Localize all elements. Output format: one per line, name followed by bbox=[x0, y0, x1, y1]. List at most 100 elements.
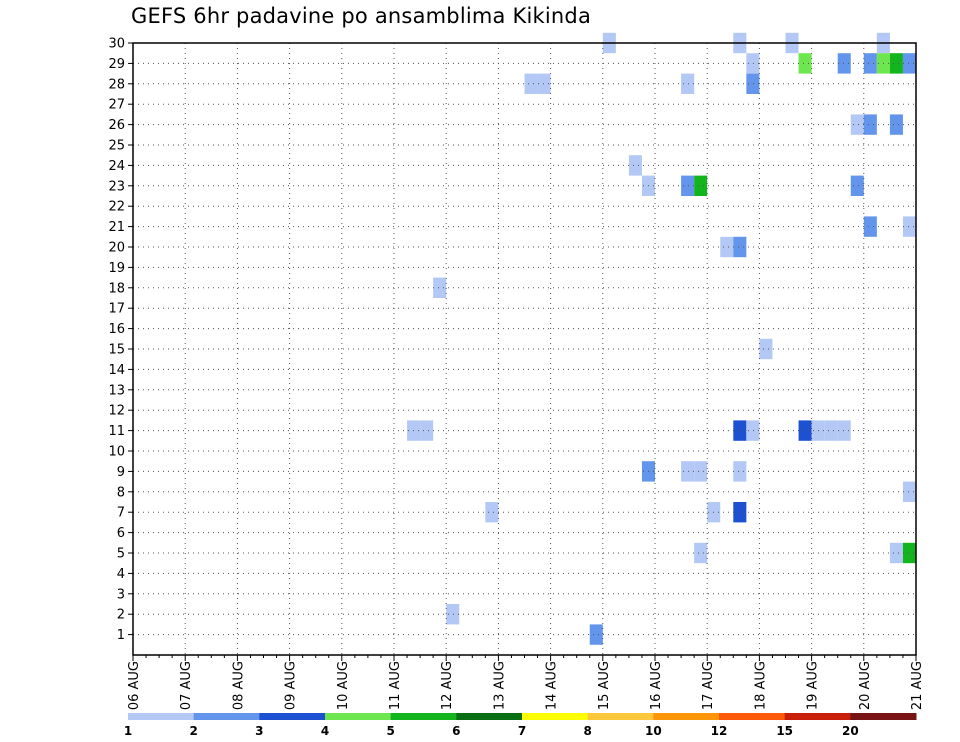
x-tick-label: 21 AUG bbox=[910, 661, 925, 710]
y-tick-label: 18 bbox=[108, 281, 125, 296]
colorbar-label: 12 bbox=[711, 724, 728, 738]
colorbar-label: 6 bbox=[452, 724, 460, 738]
heatmap-cell bbox=[628, 155, 642, 176]
colorbar-swatch bbox=[653, 713, 720, 720]
x-tick-label: 19 AUG bbox=[806, 661, 821, 710]
heatmap-cell bbox=[798, 53, 812, 74]
heatmap-cell bbox=[850, 114, 864, 135]
x-tick-label: 12 AUG bbox=[440, 661, 455, 710]
y-tick-label: 6 bbox=[117, 526, 125, 541]
y-tick-label: 11 bbox=[108, 424, 125, 439]
colorbar-label: 15 bbox=[776, 724, 793, 738]
heatmap-cell bbox=[889, 542, 903, 564]
y-tick-label: 1 bbox=[117, 628, 125, 643]
heatmap-cell bbox=[733, 502, 747, 523]
chart-title: GEFS 6hr padavine po ansamblima Kikinda bbox=[131, 4, 592, 28]
colorbar-swatch bbox=[259, 713, 326, 720]
plot-frame bbox=[132, 42, 917, 656]
y-tick-label: 27 bbox=[108, 98, 125, 113]
colorbar-label: 2 bbox=[189, 724, 197, 738]
heatmap-cell bbox=[889, 114, 903, 135]
colorbar: 1 2 3 4 5 6 7 8 10 12 15 20 bbox=[124, 713, 917, 738]
y-axis: 3029282726252423222120191817161514131211… bbox=[108, 37, 133, 643]
y-tick-label: 5 bbox=[117, 547, 125, 562]
heatmap-cell bbox=[746, 420, 760, 441]
x-tick-label: 07 AUG bbox=[179, 661, 194, 710]
heatmap-cell bbox=[433, 277, 447, 298]
colorbar-swatch bbox=[128, 713, 195, 720]
x-tick-label: 17 AUG bbox=[701, 661, 716, 710]
heatmap-cell bbox=[694, 542, 708, 564]
heatmap-cell bbox=[420, 420, 434, 441]
heatmap-cell bbox=[902, 542, 916, 564]
heatmap-cell bbox=[720, 236, 734, 258]
colorbar-swatch bbox=[325, 713, 392, 720]
colorbar-label: 7 bbox=[518, 724, 526, 738]
heatmap-cell bbox=[798, 420, 812, 441]
x-tick-label: 14 AUG bbox=[545, 661, 560, 710]
y-tick-label: 12 bbox=[108, 404, 125, 419]
heatmap-cell bbox=[746, 53, 760, 74]
x-tick-label: 06 AUG bbox=[127, 661, 142, 710]
y-tick-label: 9 bbox=[117, 465, 125, 480]
colorbar-label: 20 bbox=[842, 724, 859, 738]
heatmap-cell bbox=[746, 73, 760, 94]
heatmap-cell bbox=[759, 338, 773, 360]
heatmap-cell bbox=[681, 73, 695, 94]
heatmap-cell bbox=[589, 624, 603, 645]
heatmap-cell bbox=[733, 420, 747, 441]
x-axis: 06 AUG 07 AUG 08 AUG 09 AUG 10 AUG 11 AUG 12 A… bbox=[127, 655, 925, 710]
colorbar-swatch bbox=[193, 713, 260, 720]
heatmap-cell bbox=[694, 175, 708, 196]
x-tick-label: 20 AUG bbox=[858, 661, 873, 710]
heatmap-cell bbox=[889, 53, 903, 74]
y-tick-label: 8 bbox=[117, 485, 125, 500]
x-tick-label: 08 AUG bbox=[231, 661, 246, 710]
y-tick-label: 23 bbox=[108, 179, 125, 194]
y-tick-label: 4 bbox=[117, 567, 125, 582]
colorbar-swatch bbox=[390, 713, 457, 720]
heatmap-cell bbox=[446, 604, 460, 625]
y-tick-label: 22 bbox=[108, 200, 125, 215]
heatmap-cell bbox=[863, 53, 877, 74]
heatmap-cell bbox=[681, 461, 695, 482]
y-tick-label: 7 bbox=[117, 506, 125, 521]
y-tick-label: 10 bbox=[108, 445, 125, 460]
y-tick-label: 2 bbox=[117, 608, 125, 623]
y-tick-label: 26 bbox=[108, 118, 125, 133]
colorbar-label: 1 bbox=[124, 724, 132, 738]
heatmap-cell bbox=[485, 502, 499, 523]
colorbar-label: 8 bbox=[583, 724, 591, 738]
y-tick-label: 17 bbox=[108, 302, 125, 317]
y-tick-label: 13 bbox=[108, 383, 125, 398]
heatmap-cell bbox=[537, 73, 551, 94]
x-tick-label: 18 AUG bbox=[753, 661, 768, 710]
heatmap-cell bbox=[694, 461, 708, 482]
heatmap-cell bbox=[863, 216, 877, 237]
colorbar-label: 10 bbox=[645, 724, 662, 738]
y-tick-label: 24 bbox=[108, 159, 125, 174]
y-tick-label: 29 bbox=[108, 57, 125, 72]
x-tick-label: 15 AUG bbox=[597, 661, 612, 710]
heatmap-cell bbox=[837, 420, 851, 441]
x-tick-label: 11 AUG bbox=[388, 661, 403, 710]
y-tick-label: 20 bbox=[108, 241, 125, 256]
heatmap-cell bbox=[524, 73, 538, 94]
y-tick-label: 16 bbox=[108, 322, 125, 337]
heatmap-cell bbox=[850, 175, 864, 196]
colorbar-swatch bbox=[456, 713, 523, 720]
x-tick-label: 13 AUG bbox=[492, 661, 507, 710]
y-tick-label: 30 bbox=[108, 37, 125, 52]
heatmap-cell bbox=[863, 114, 877, 135]
colorbar-label: 3 bbox=[255, 724, 263, 738]
heatmap-cell bbox=[733, 461, 747, 482]
y-tick-label: 25 bbox=[108, 139, 125, 154]
heatmap-cell bbox=[902, 216, 916, 237]
y-tick-label: 19 bbox=[108, 261, 125, 276]
colorbar-swatch bbox=[850, 713, 917, 720]
colorbar-label: 5 bbox=[386, 724, 394, 738]
colorbar-swatch bbox=[587, 713, 654, 720]
colorbar-label: 4 bbox=[321, 724, 329, 738]
colorbar-swatch bbox=[719, 713, 786, 720]
